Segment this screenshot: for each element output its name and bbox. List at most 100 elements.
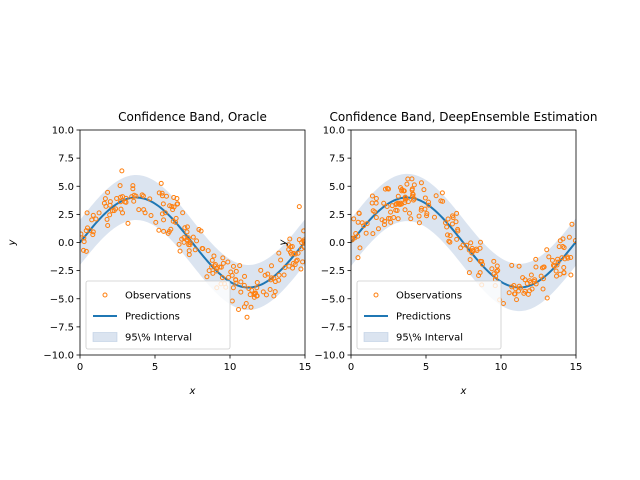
observation-point xyxy=(468,240,474,246)
legend-entry-label: 95\% Interval xyxy=(396,333,463,344)
observation-point xyxy=(254,280,260,286)
observation-point xyxy=(568,272,574,278)
observation-point xyxy=(555,259,561,265)
observation-point xyxy=(385,215,391,221)
observation-point xyxy=(553,268,559,274)
legend: Observations Predictions 95\% Interval xyxy=(85,280,231,350)
observation-point xyxy=(422,195,428,201)
observation-point xyxy=(105,223,111,229)
observation-point xyxy=(388,209,394,215)
observation-point xyxy=(454,210,460,216)
observation-point xyxy=(158,180,164,186)
observation-point xyxy=(450,215,456,221)
observation-point xyxy=(379,217,385,223)
observation-point xyxy=(300,259,305,265)
observation-point xyxy=(212,262,218,268)
observation-point xyxy=(533,281,539,287)
observation-point xyxy=(546,254,552,260)
observation-point xyxy=(467,257,473,263)
y-tick-label: 5.0 xyxy=(58,182,74,193)
observation-point xyxy=(104,216,110,222)
legend-swatch-observations xyxy=(373,292,379,298)
observation-point xyxy=(409,187,415,193)
observation-point xyxy=(93,216,99,222)
observation-point xyxy=(229,272,235,278)
observation-point xyxy=(220,260,226,266)
observation-point xyxy=(148,213,154,219)
observation-point xyxy=(190,234,196,240)
observation-point xyxy=(544,247,550,253)
plot-area xyxy=(80,168,305,320)
observation-point xyxy=(500,300,506,306)
observation-point xyxy=(398,200,404,206)
observation-point xyxy=(476,272,482,278)
legend-entry-label: Predictions xyxy=(396,312,451,323)
observation-point xyxy=(554,273,559,279)
observation-point xyxy=(209,264,215,270)
observation-point xyxy=(219,275,225,281)
observation-point xyxy=(107,212,113,218)
observation-point xyxy=(186,248,192,254)
observation-point xyxy=(454,236,460,242)
observation-point xyxy=(431,214,437,220)
observation-point xyxy=(426,199,431,205)
legend-box xyxy=(356,280,502,350)
observation-point xyxy=(381,222,387,228)
observation-point xyxy=(103,203,109,209)
observation-point xyxy=(565,255,571,261)
y-tick-label: 2.5 xyxy=(58,210,74,221)
observation-point xyxy=(238,289,244,295)
observation-point xyxy=(410,197,416,203)
observation-point xyxy=(446,238,452,244)
observation-point xyxy=(248,304,254,310)
observation-point xyxy=(466,270,472,276)
x-tick-label: 15 xyxy=(299,362,312,373)
observation-point xyxy=(298,266,304,272)
observation-point xyxy=(192,247,198,253)
observation-point xyxy=(544,295,550,301)
observation-point xyxy=(296,204,302,210)
observation-point xyxy=(301,228,305,234)
observation-point xyxy=(411,182,417,188)
observation-point xyxy=(384,185,390,191)
observation-point xyxy=(533,256,539,262)
legend-swatch-interval xyxy=(363,332,389,342)
observation-point xyxy=(120,194,126,200)
observation-point xyxy=(168,226,174,232)
observation-point xyxy=(416,220,422,226)
observation-point xyxy=(81,239,87,245)
observation-point xyxy=(243,300,249,306)
observation-point xyxy=(260,289,266,295)
y-tick-label: −5.0 xyxy=(50,294,74,305)
observation-point xyxy=(351,216,357,222)
observation-point xyxy=(173,219,179,225)
observation-point xyxy=(401,188,407,194)
observation-point xyxy=(509,284,515,290)
observation-point xyxy=(238,279,244,285)
observation-point xyxy=(176,241,182,247)
observation-point xyxy=(268,275,274,281)
observation-point xyxy=(160,201,166,207)
observation-point xyxy=(418,205,424,211)
observation-point xyxy=(180,210,186,216)
observation-point xyxy=(246,286,252,292)
observation-point xyxy=(447,233,453,239)
legend-entry-label: Observations xyxy=(125,291,191,302)
y-tick-label: −2.5 xyxy=(50,266,74,277)
observation-point xyxy=(171,194,177,200)
observation-point xyxy=(140,193,146,199)
observation-point xyxy=(527,278,533,284)
observation-point xyxy=(271,293,277,299)
observation-point xyxy=(253,290,259,296)
observation-point xyxy=(301,244,305,250)
observation-point xyxy=(524,280,530,286)
x-axis-label: x xyxy=(189,386,196,397)
observation-point xyxy=(233,268,239,274)
observation-point xyxy=(426,202,432,208)
observation-point xyxy=(359,220,365,226)
observation-point xyxy=(375,226,381,232)
observation-point xyxy=(521,290,527,296)
observation-point xyxy=(213,268,219,274)
observation-point xyxy=(162,210,168,216)
